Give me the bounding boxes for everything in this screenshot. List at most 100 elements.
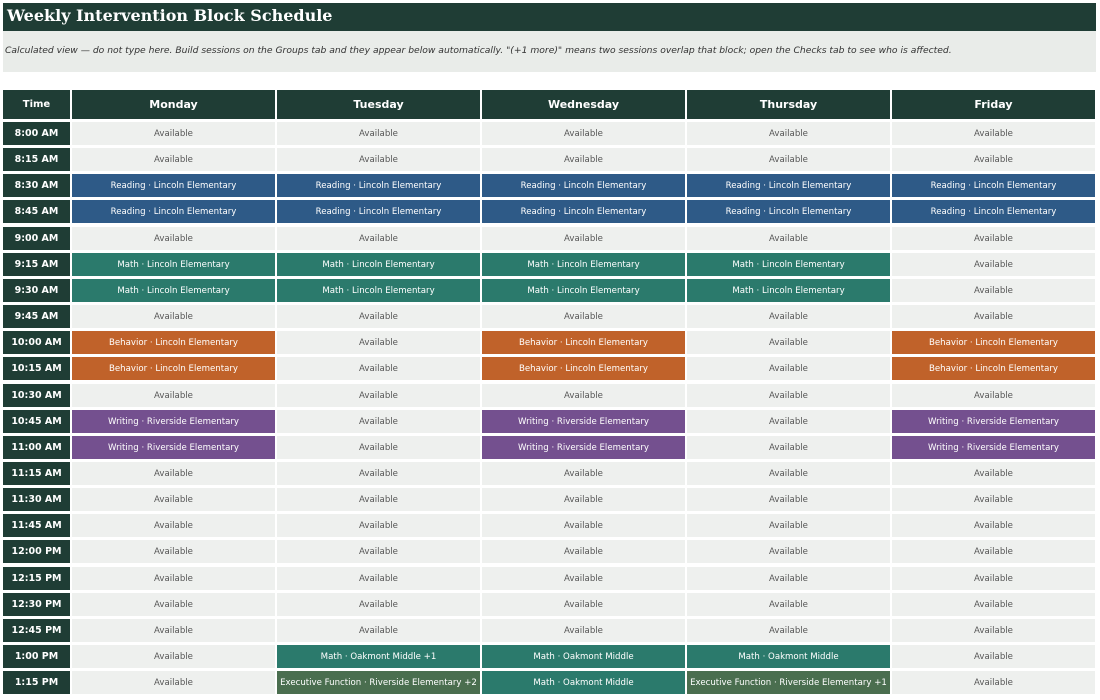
session-cell[interactable]: Math · Oakmont Middle [687, 645, 890, 668]
day-header-tuesday[interactable]: Tuesday [277, 90, 480, 119]
available-slot[interactable]: Available [687, 410, 890, 433]
available-slot[interactable]: Available [687, 593, 890, 616]
available-slot[interactable]: Available [687, 514, 890, 537]
session-cell[interactable]: Writing · Riverside Elementary [482, 436, 685, 459]
available-slot[interactable]: Available [277, 540, 480, 563]
available-slot[interactable]: Available [687, 384, 890, 407]
time-label[interactable]: 8:00 AM [3, 122, 70, 145]
available-slot[interactable]: Available [892, 645, 1095, 668]
session-cell[interactable]: Reading · Lincoln Elementary [72, 174, 275, 197]
session-cell[interactable]: Behavior · Lincoln Elementary [482, 331, 685, 354]
available-slot[interactable]: Available [277, 122, 480, 145]
available-slot[interactable]: Available [892, 462, 1095, 485]
session-cell[interactable]: Behavior · Lincoln Elementary [892, 331, 1095, 354]
time-label[interactable]: 11:45 AM [3, 514, 70, 537]
session-cell[interactable]: Writing · Riverside Elementary [892, 436, 1095, 459]
time-label[interactable]: 10:45 AM [3, 410, 70, 433]
day-header-wednesday[interactable]: Wednesday [482, 90, 685, 119]
available-slot[interactable]: Available [892, 148, 1095, 171]
available-slot[interactable]: Available [892, 593, 1095, 616]
available-slot[interactable]: Available [482, 148, 685, 171]
available-slot[interactable]: Available [687, 122, 890, 145]
day-header-friday[interactable]: Friday [892, 90, 1095, 119]
available-slot[interactable]: Available [687, 540, 890, 563]
available-slot[interactable]: Available [277, 567, 480, 590]
available-slot[interactable]: Available [687, 331, 890, 354]
time-label[interactable]: 11:00 AM [3, 436, 70, 459]
available-slot[interactable]: Available [892, 514, 1095, 537]
day-header-monday[interactable]: Monday [72, 90, 275, 119]
time-label[interactable]: 9:00 AM [3, 227, 70, 250]
available-slot[interactable]: Available [482, 488, 685, 511]
available-slot[interactable]: Available [482, 227, 685, 250]
available-slot[interactable]: Available [482, 514, 685, 537]
available-slot[interactable]: Available [72, 567, 275, 590]
available-slot[interactable]: Available [482, 122, 685, 145]
session-cell[interactable]: Math · Lincoln Elementary [482, 253, 685, 276]
session-cell[interactable]: Reading · Lincoln Elementary [892, 174, 1095, 197]
time-label[interactable]: 11:30 AM [3, 488, 70, 511]
available-slot[interactable]: Available [277, 305, 480, 328]
available-slot[interactable]: Available [72, 488, 275, 511]
session-cell[interactable]: Math · Oakmont Middle [482, 645, 685, 668]
session-cell[interactable]: Writing · Riverside Elementary [72, 436, 275, 459]
session-cell[interactable]: Reading · Lincoln Elementary [482, 200, 685, 223]
available-slot[interactable]: Available [482, 593, 685, 616]
available-slot[interactable]: Available [482, 567, 685, 590]
available-slot[interactable]: Available [482, 384, 685, 407]
session-cell[interactable]: Behavior · Lincoln Elementary [72, 331, 275, 354]
time-label[interactable]: 1:15 PM [3, 671, 70, 694]
session-cell[interactable]: Reading · Lincoln Elementary [892, 200, 1095, 223]
day-header-thursday[interactable]: Thursday [687, 90, 890, 119]
available-slot[interactable]: Available [72, 514, 275, 537]
available-slot[interactable]: Available [72, 619, 275, 642]
session-cell[interactable]: Reading · Lincoln Elementary [277, 200, 480, 223]
available-slot[interactable]: Available [482, 305, 685, 328]
time-label[interactable]: 8:15 AM [3, 148, 70, 171]
available-slot[interactable]: Available [72, 122, 275, 145]
session-cell[interactable]: Math · Lincoln Elementary [687, 279, 890, 302]
session-cell[interactable]: Math · Oakmont Middle +1 [277, 645, 480, 668]
session-cell[interactable]: Behavior · Lincoln Elementary [892, 357, 1095, 380]
time-label[interactable]: 10:15 AM [3, 357, 70, 380]
available-slot[interactable]: Available [277, 593, 480, 616]
session-cell[interactable]: Reading · Lincoln Elementary [482, 174, 685, 197]
available-slot[interactable]: Available [277, 384, 480, 407]
time-label[interactable]: 1:00 PM [3, 645, 70, 668]
session-cell[interactable]: Behavior · Lincoln Elementary [72, 357, 275, 380]
time-label[interactable]: 9:15 AM [3, 253, 70, 276]
available-slot[interactable]: Available [482, 619, 685, 642]
time-label[interactable]: 10:30 AM [3, 384, 70, 407]
available-slot[interactable]: Available [72, 540, 275, 563]
available-slot[interactable]: Available [687, 567, 890, 590]
available-slot[interactable]: Available [277, 410, 480, 433]
available-slot[interactable]: Available [72, 305, 275, 328]
available-slot[interactable]: Available [892, 488, 1095, 511]
time-label[interactable]: 8:30 AM [3, 174, 70, 197]
available-slot[interactable]: Available [277, 227, 480, 250]
session-cell[interactable]: Reading · Lincoln Elementary [72, 200, 275, 223]
available-slot[interactable]: Available [892, 305, 1095, 328]
session-cell[interactable]: Math · Lincoln Elementary [72, 279, 275, 302]
available-slot[interactable]: Available [72, 645, 275, 668]
available-slot[interactable]: Available [72, 593, 275, 616]
available-slot[interactable]: Available [687, 488, 890, 511]
available-slot[interactable]: Available [892, 384, 1095, 407]
available-slot[interactable]: Available [277, 148, 480, 171]
available-slot[interactable]: Available [277, 514, 480, 537]
time-label[interactable]: 12:00 PM [3, 540, 70, 563]
session-cell[interactable]: Executive Function · Riverside Elementar… [277, 671, 480, 694]
available-slot[interactable]: Available [892, 122, 1095, 145]
available-slot[interactable]: Available [72, 462, 275, 485]
session-cell[interactable]: Writing · Riverside Elementary [892, 410, 1095, 433]
session-cell[interactable]: Math · Lincoln Elementary [277, 279, 480, 302]
time-label[interactable]: 8:45 AM [3, 200, 70, 223]
available-slot[interactable]: Available [72, 384, 275, 407]
available-slot[interactable]: Available [277, 462, 480, 485]
session-cell[interactable]: Math · Lincoln Elementary [277, 253, 480, 276]
available-slot[interactable]: Available [277, 488, 480, 511]
time-label[interactable]: 12:45 PM [3, 619, 70, 642]
time-label[interactable]: 9:30 AM [3, 279, 70, 302]
session-cell[interactable]: Writing · Riverside Elementary [482, 410, 685, 433]
available-slot[interactable]: Available [687, 357, 890, 380]
